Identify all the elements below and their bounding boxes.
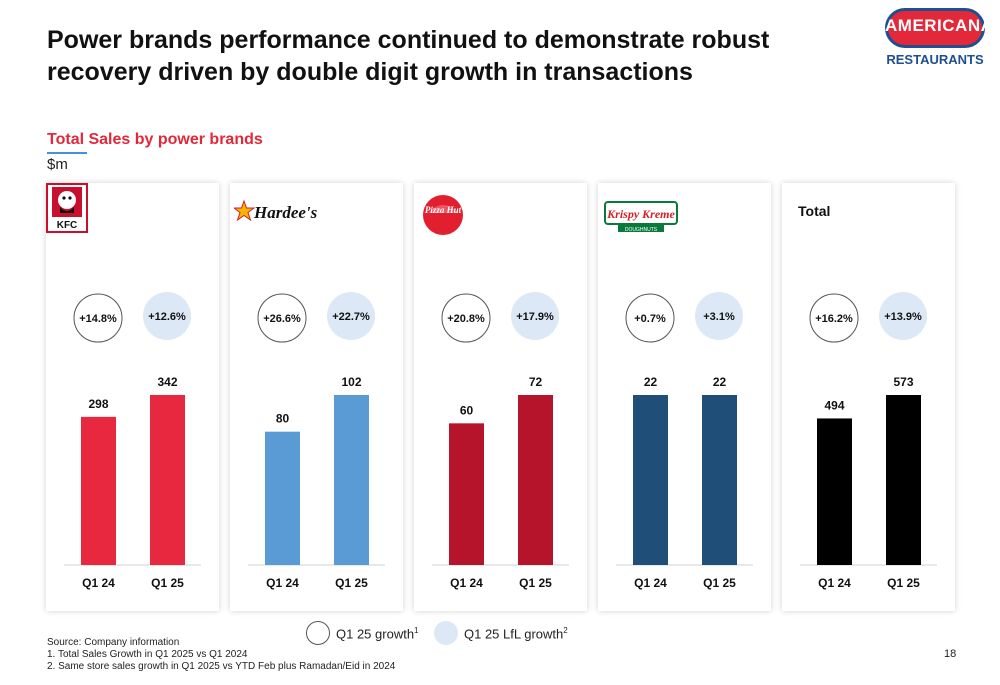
krispy-logo-text: Krispy Kreme: [606, 207, 675, 221]
lfl-growth-value: +3.1%: [703, 311, 735, 323]
x-tick-label: Q1 24: [818, 576, 851, 590]
kfc-logo-text: KFC: [57, 220, 78, 231]
bar-q1-25: [886, 395, 921, 565]
chart-hardees: +26.6% +22.7% 80 Q1 24 102 Q1 25: [248, 292, 385, 590]
growth-circle: [809, 293, 859, 343]
krispy-logo-sub: DOUGHNUTS: [625, 227, 658, 233]
x-tick-label: Q1 24: [634, 576, 667, 590]
logo-word: AMERICANA: [885, 16, 994, 35]
legend-lfl-text: Q1 25 LfL growth: [464, 626, 564, 642]
bar-q1-24: [265, 431, 300, 565]
data-label: 80: [276, 412, 290, 426]
x-tick-label: Q1 25: [887, 576, 920, 590]
lfl-growth-value: +17.9%: [516, 311, 554, 323]
lfl-growth-circle: [511, 292, 559, 340]
bar-q1-25: [334, 395, 369, 565]
x-tick-label: Q1 25: [703, 576, 736, 590]
growth-circle: [257, 293, 307, 343]
legend-lfl-sup: 2: [563, 626, 568, 635]
growth-circle: [73, 293, 123, 343]
x-tick-label: Q1 25: [151, 576, 184, 590]
legend-lfl-label: Q1 25 LfL growth2: [464, 626, 568, 641]
data-label: 60: [460, 403, 474, 417]
kfc-logo: KFC: [46, 183, 88, 233]
bar-q1-24: [449, 423, 484, 565]
panel-kfc: KFC +14.8% +12.6% 298 Q1 24 342 Q1 25: [46, 183, 219, 611]
growth-value: +20.8%: [447, 313, 485, 325]
panel-total: Total +16.2% +13.9% 494 Q1 24 573 Q1 25: [782, 183, 955, 611]
hardees-logo: Hardee's: [234, 199, 318, 222]
bar-q1-24: [633, 395, 668, 565]
x-tick-label: Q1 25: [335, 576, 368, 590]
data-label: 298: [88, 397, 108, 411]
lfl-growth-circle: [327, 292, 375, 340]
panel-hardees: Hardee's +26.6% +22.7% 80 Q1 24 102 Q1 25: [230, 183, 403, 611]
data-label: 22: [644, 375, 658, 389]
logo-sub: RESTAURANTS: [886, 52, 984, 67]
legend-growth-sup: 1: [414, 626, 419, 635]
hardees-logo-text: Hardee's: [253, 203, 318, 222]
lfl-growth-circle: [879, 292, 927, 340]
footnote-1: 1. Total Sales Growth in Q1 2025 vs Q1 2…: [47, 649, 248, 660]
growth-value: +14.8%: [79, 313, 117, 325]
subtitle-underline: [47, 152, 87, 154]
page-number: 18: [944, 648, 957, 660]
legend-lfl-swatch: [434, 621, 458, 645]
legend-growth-swatch: [306, 621, 330, 645]
bar-q1-24: [817, 418, 852, 565]
chart-subtitle: Total Sales by power brands: [47, 131, 263, 148]
x-tick-label: Q1 24: [450, 576, 483, 590]
lfl-growth-circle: [695, 292, 743, 340]
growth-value: +16.2%: [815, 313, 853, 325]
panel-krispy: Krispy Kreme DOUGHNUTS +0.7% +3.1% 22 Q1 24…: [598, 183, 771, 611]
data-label: 102: [341, 375, 361, 389]
slide-title: Power brands performance continued to de…: [47, 26, 770, 86]
growth-circle: [625, 293, 675, 343]
lfl-growth-value: +12.6%: [148, 311, 186, 323]
americana-logo: AMERICANA RESTAURANTS: [885, 8, 994, 70]
data-label: 494: [824, 398, 844, 412]
chart-krispy: +0.7% +3.1% 22 Q1 24 22 Q1 25: [616, 292, 753, 590]
lfl-growth-circle: [143, 292, 191, 340]
chart-pizzahut: +20.8% +17.9% 60 Q1 24 72 Q1 25: [432, 292, 569, 590]
chart-kfc: +14.8% +12.6% 298 Q1 24 342 Q1 25: [64, 292, 201, 590]
data-label: 22: [713, 375, 727, 389]
bar-q1-25: [150, 395, 185, 565]
growth-value: +0.7%: [634, 313, 666, 325]
panel-pizzahut: Pizza Hut +20.8% +17.9% 60 Q1 24 72 Q1 25: [414, 183, 587, 611]
growth-value: +26.6%: [263, 313, 301, 325]
lfl-growth-value: +22.7%: [332, 311, 370, 323]
bar-q1-25: [518, 395, 553, 565]
x-tick-label: Q1 24: [266, 576, 299, 590]
pizzahut-logo-text: Pizza Hut: [425, 205, 462, 215]
data-label: 573: [893, 375, 913, 389]
bar-q1-25: [702, 395, 737, 565]
unit-label: $m: [47, 156, 68, 173]
legend-growth-text: Q1 25 growth: [336, 626, 415, 642]
logo-pill: [885, 8, 985, 48]
legend-growth-label: Q1 25 growth1: [336, 626, 419, 641]
bar-q1-24: [81, 416, 116, 565]
x-tick-label: Q1 24: [82, 576, 115, 590]
data-label: 342: [157, 375, 177, 389]
footnote-source: Source: Company information: [47, 637, 180, 648]
data-label: 72: [529, 375, 543, 389]
pizzahut-logo: Pizza Hut: [423, 195, 463, 235]
total-label: Total: [798, 203, 831, 219]
growth-circle: [441, 293, 491, 343]
x-tick-label: Q1 25: [519, 576, 552, 590]
lfl-growth-value: +13.9%: [884, 311, 922, 323]
chart-total: +16.2% +13.9% 494 Q1 24 573 Q1 25: [800, 292, 937, 590]
footnote-2: 2. Same store sales growth in Q1 2025 vs…: [47, 661, 396, 672]
krispy-logo: Krispy Kreme DOUGHNUTS: [604, 201, 678, 233]
